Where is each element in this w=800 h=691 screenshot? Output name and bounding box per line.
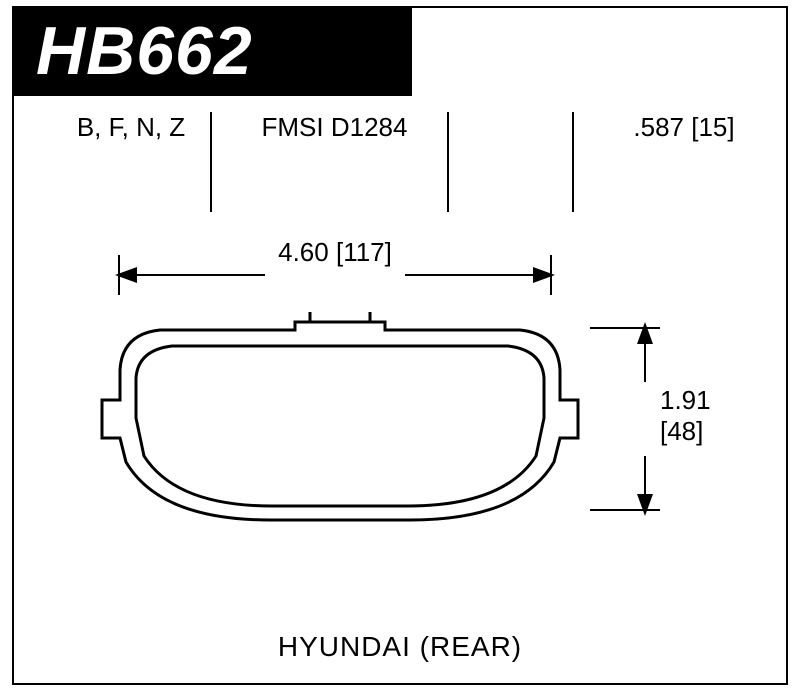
width-dimension: 4.60 [117] xyxy=(115,245,555,295)
fmsi-cell: FMSI D1284 xyxy=(222,112,447,143)
part-number-header: HB662 xyxy=(12,6,412,96)
specs-row: B, F, N, Z FMSI D1284 .587 [15] xyxy=(12,112,788,212)
height-mm: [48] xyxy=(660,416,703,446)
fmsi-text: FMSI D1284 xyxy=(262,112,408,142)
thickness-cell: .587 [15] xyxy=(584,112,784,143)
part-number: HB662 xyxy=(36,13,253,89)
spec-divider xyxy=(572,112,574,212)
compounds-text: B, F, N, Z xyxy=(77,112,185,142)
footer-label: HYUNDAI (REAR) xyxy=(0,631,800,663)
width-label: 4.60 [117] xyxy=(115,237,555,268)
width-in: 4.60 xyxy=(278,237,329,267)
spec-divider xyxy=(210,112,212,212)
application-text: HYUNDAI (REAR) xyxy=(278,631,522,662)
height-in: 1.91 xyxy=(660,385,711,415)
spec-divider xyxy=(447,112,449,212)
width-mm: [117] xyxy=(336,237,392,267)
thickness-mm: [15] xyxy=(691,112,734,142)
thickness-in: .587 xyxy=(633,112,684,142)
height-label: 1.91 [48] xyxy=(660,385,711,447)
height-dimension: 1.91 [48] xyxy=(590,310,750,540)
brake-pad-diagram xyxy=(100,310,580,540)
compounds-cell: B, F, N, Z xyxy=(52,112,210,143)
